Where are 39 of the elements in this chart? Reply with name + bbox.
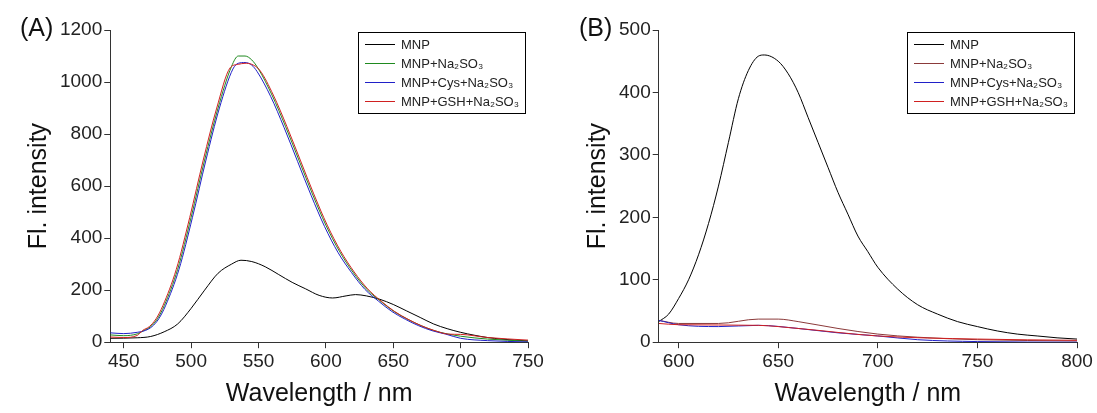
- y-tick-label: 100: [619, 267, 651, 289]
- y-tick-label: 200: [70, 278, 103, 300]
- y-tick-label: 800: [70, 122, 103, 144]
- y-tick-label: 400: [619, 80, 651, 102]
- x-tick-label: 600: [662, 349, 695, 371]
- chart-title: (A): [20, 12, 54, 41]
- x-axis-title: Wavelength / nm: [225, 377, 413, 406]
- x-tick-label: 700: [444, 349, 477, 371]
- y-tick-label: 600: [70, 174, 103, 196]
- y-tick-label: 0: [640, 330, 651, 352]
- x-tick-label: 750: [961, 349, 994, 371]
- y-tick-label: 500: [619, 18, 651, 40]
- y-tick-label: 200: [619, 205, 651, 227]
- legend-label: MNP+GSH+Na₂SO₃: [950, 93, 1068, 111]
- legend-label: MNP+Cys+Na₂SO₃: [950, 74, 1063, 92]
- y-axis-title: Fl. intensity: [22, 122, 51, 250]
- x-tick-label: 700: [861, 349, 894, 371]
- y-tick-label: 1000: [59, 70, 103, 92]
- y-axis-title: Fl. intensity: [581, 122, 610, 250]
- legend-label: MNP: [950, 36, 979, 54]
- legend-label: MNP+Cys+Na₂SO₃: [401, 74, 514, 92]
- chart-title: (B): [579, 12, 613, 41]
- x-axis-title: Wavelength / nm: [774, 377, 962, 406]
- legend-label: MNP+Na₂SO₃: [950, 55, 1033, 73]
- legend-label: MNP: [401, 36, 430, 54]
- y-tick-label: 300: [619, 143, 651, 165]
- legend-label: MNP+GSH+Na₂SO₃: [401, 93, 519, 111]
- x-tick-label: 750: [512, 349, 544, 371]
- x-tick-label: 650: [762, 349, 795, 371]
- y-tick-label: 0: [91, 330, 103, 352]
- x-tick-label: 500: [175, 349, 207, 371]
- x-tick-label: 550: [242, 349, 275, 371]
- x-tick-label: 600: [310, 349, 342, 371]
- legend-label: MNP+Na₂SO₃: [401, 55, 484, 73]
- x-tick-label: 650: [377, 349, 410, 371]
- y-tick-label: 1200: [59, 18, 103, 40]
- x-tick-label: 800: [1061, 349, 1093, 371]
- x-tick-label: 450: [107, 349, 140, 371]
- y-tick-label: 400: [70, 226, 103, 248]
